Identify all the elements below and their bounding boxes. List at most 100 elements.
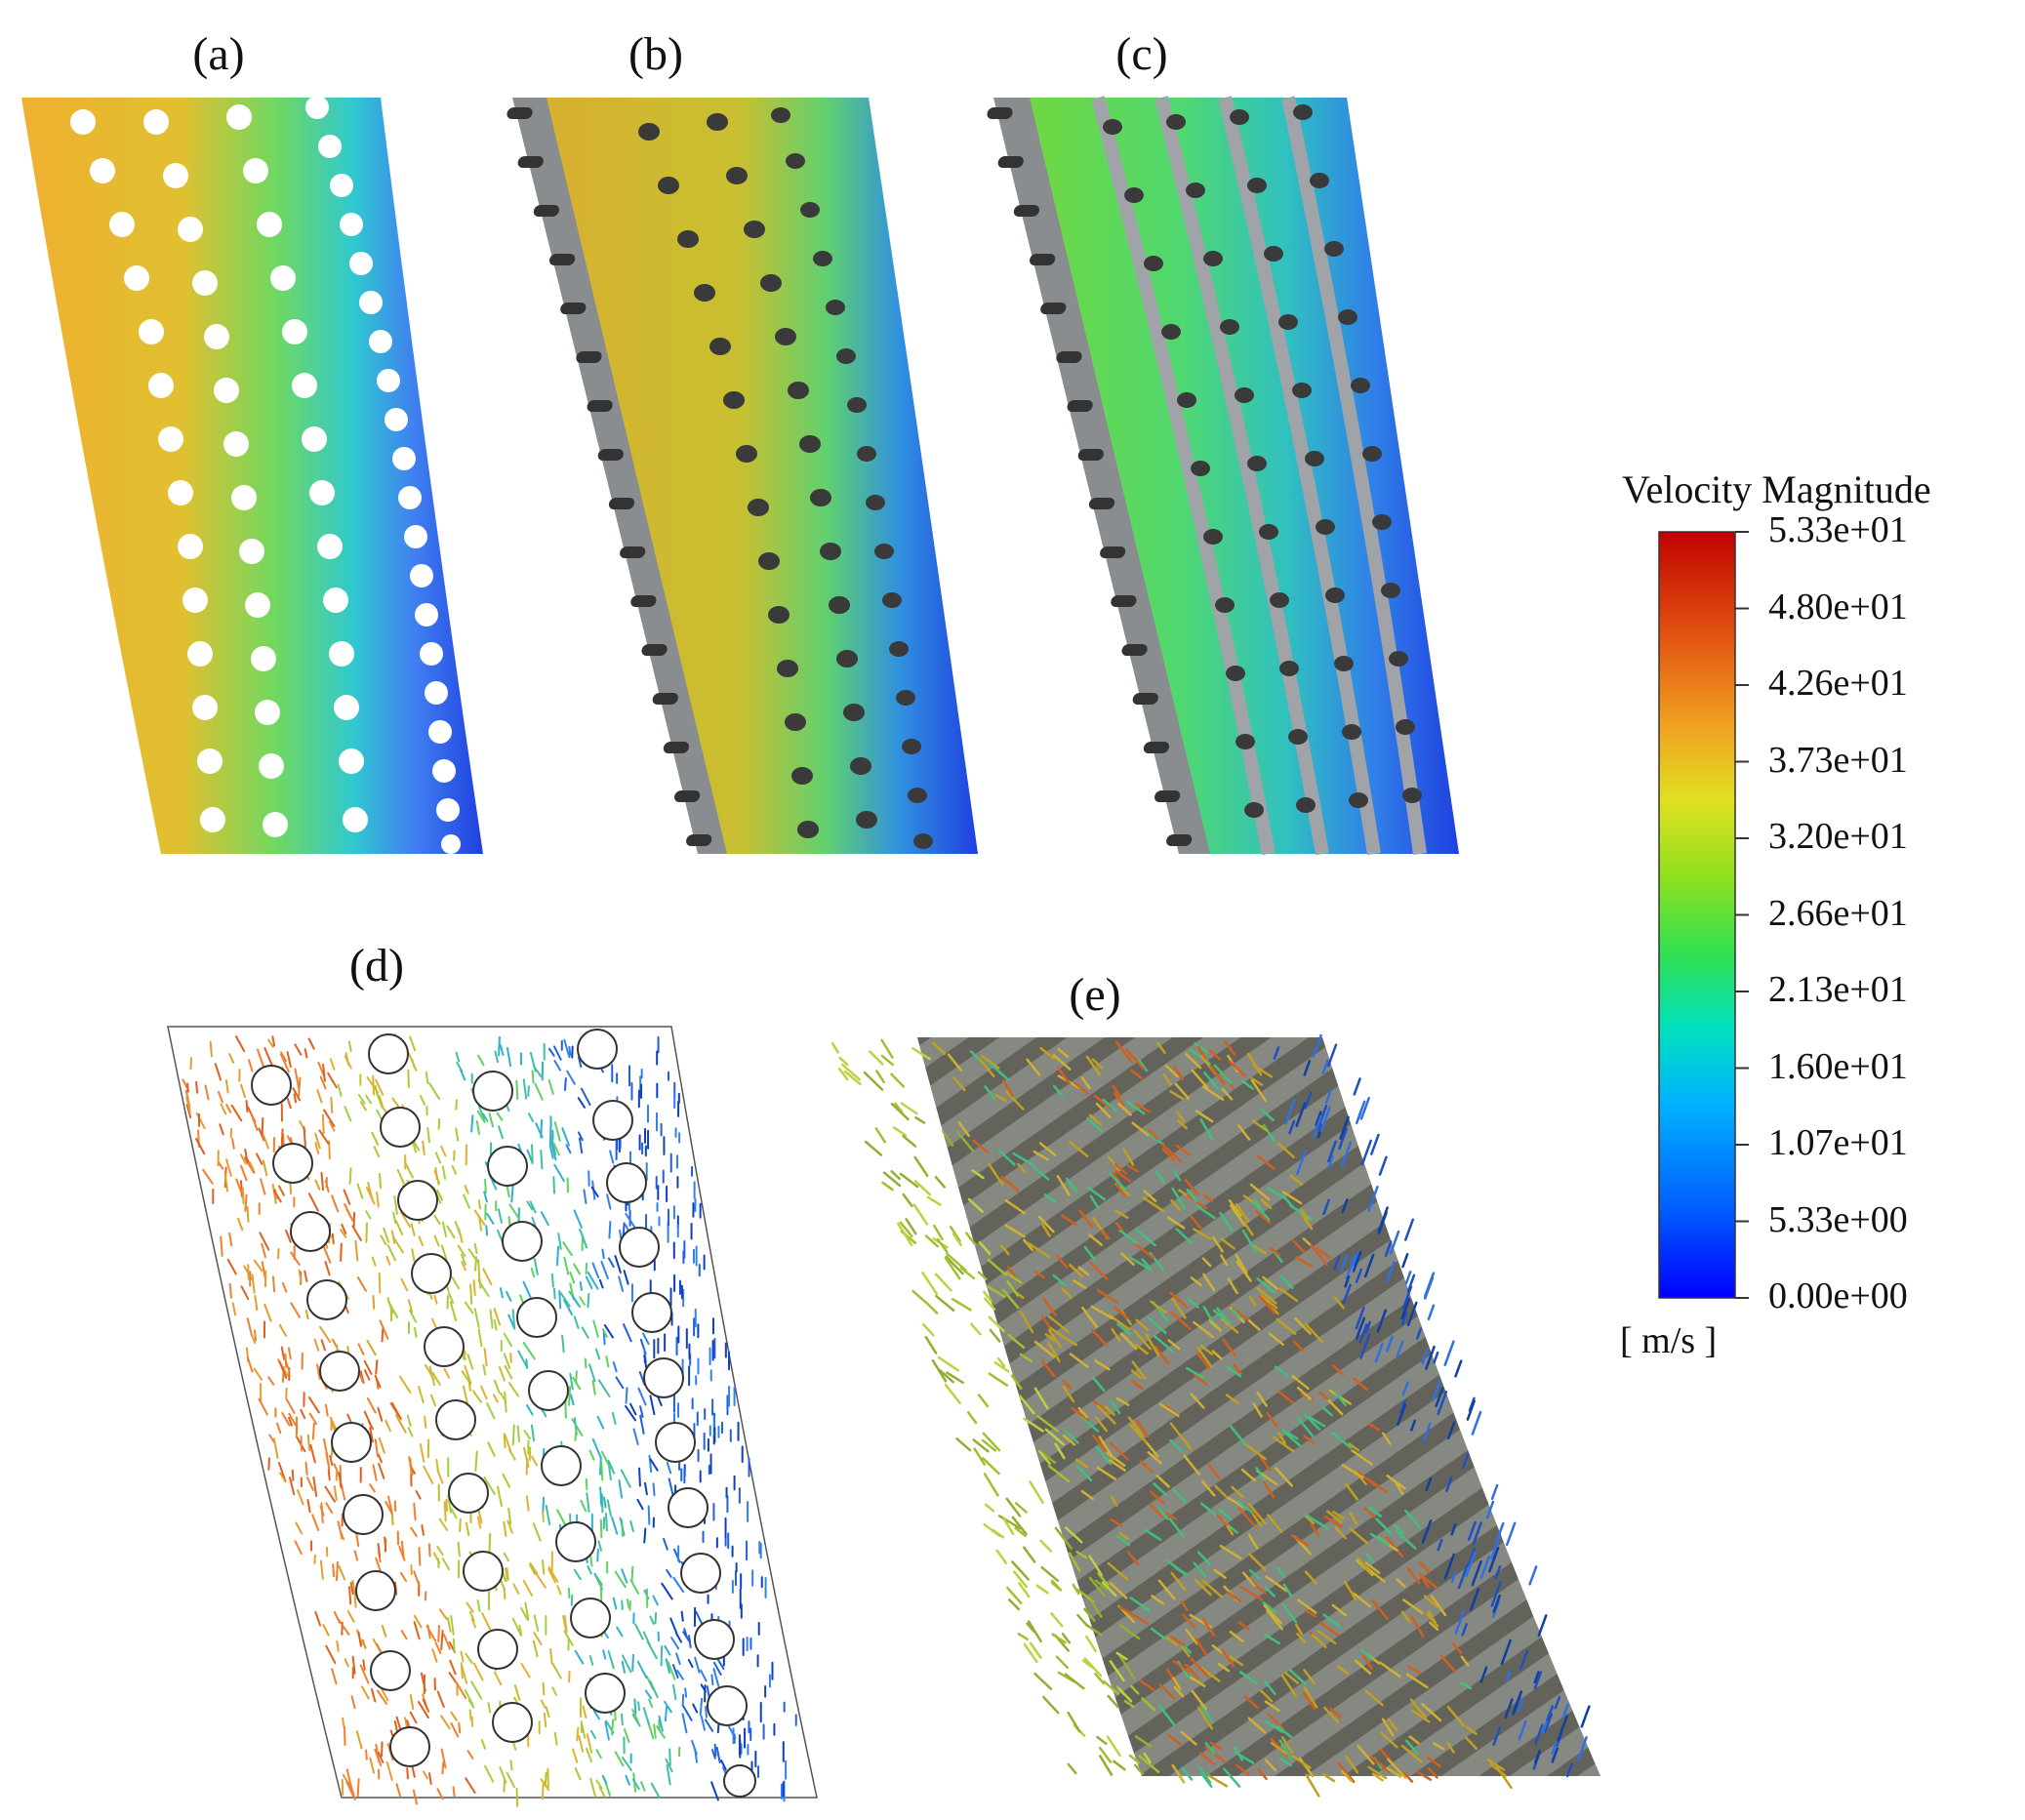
velocity-vector — [1208, 1049, 1222, 1061]
velocity-vector — [1136, 1420, 1150, 1438]
velocity-vector — [676, 1670, 684, 1680]
velocity-vector — [1044, 1333, 1057, 1343]
velocity-vector — [1389, 1230, 1400, 1255]
velocity-vector — [1084, 1623, 1103, 1637]
velocity-vector — [540, 1211, 549, 1227]
velocity-vector — [496, 1485, 503, 1507]
velocity-vector — [1158, 1683, 1176, 1700]
velocity-vector — [350, 1695, 356, 1710]
velocity-vector — [285, 1398, 296, 1414]
velocity-vector — [400, 1630, 408, 1640]
velocity-vector — [425, 1625, 437, 1642]
velocity-vector — [1288, 1668, 1307, 1685]
velocity-vector — [1504, 1698, 1514, 1719]
velocity-vector — [455, 1127, 460, 1142]
velocity-vector — [1226, 1365, 1242, 1378]
velocity-vector — [547, 1078, 554, 1095]
velocity-vector — [272, 1437, 279, 1459]
velocity-vector — [240, 1083, 247, 1099]
velocity-vector — [601, 1248, 605, 1260]
velocity-vector — [1243, 1442, 1267, 1461]
velocity-vector — [605, 1355, 610, 1368]
velocity-vector — [1085, 1055, 1101, 1076]
velocity-vector — [1334, 1392, 1347, 1406]
velocity-vector — [262, 1159, 268, 1177]
velocity-vector — [890, 1170, 901, 1181]
velocity-vector — [914, 1116, 926, 1124]
velocity-vector — [1129, 1597, 1152, 1612]
velocity-vector — [329, 1455, 334, 1467]
velocity-vector — [1359, 1097, 1370, 1120]
velocity-vector — [1546, 1705, 1555, 1722]
velocity-vector — [377, 1453, 383, 1464]
velocity-vector — [946, 1371, 964, 1385]
velocity-vector — [1091, 1058, 1104, 1070]
velocity-vector — [999, 1243, 1010, 1256]
velocity-vector — [1125, 1100, 1146, 1115]
velocity-vector — [1344, 1275, 1351, 1288]
velocity-vector — [959, 1267, 976, 1280]
velocity-vector — [1443, 1340, 1455, 1366]
velocity-vector — [1327, 1140, 1337, 1163]
velocity-vector — [1157, 1579, 1176, 1600]
velocity-vector — [1185, 1629, 1198, 1645]
velocity-vector — [1095, 1445, 1113, 1466]
velocity-vector — [1157, 1704, 1176, 1727]
velocity-vector — [422, 1770, 429, 1780]
velocity-vector — [535, 1122, 544, 1139]
velocity-vector — [511, 1617, 522, 1637]
velocity-vector — [977, 1271, 988, 1281]
velocity-vector — [258, 1127, 265, 1142]
velocity-vector — [556, 1585, 562, 1596]
velocity-vector — [1262, 1124, 1276, 1143]
velocity-vector — [331, 1233, 335, 1245]
velocity-vector — [441, 1557, 451, 1571]
velocity-vector — [1534, 1723, 1544, 1746]
velocity-vector — [498, 1125, 504, 1140]
velocity-vector — [1220, 1254, 1229, 1267]
velocity-vector — [386, 1495, 393, 1513]
velocity-vector — [298, 1269, 303, 1284]
velocity-vector — [247, 1356, 254, 1373]
velocity-vector — [1235, 1202, 1250, 1223]
velocity-vector — [1190, 1276, 1202, 1287]
velocity-vector — [1075, 1588, 1095, 1603]
velocity-vector — [639, 1405, 644, 1418]
velocity-vector — [1352, 1377, 1368, 1392]
velocity-vector — [647, 1505, 651, 1525]
velocity-vector — [599, 1486, 603, 1507]
velocity-vector — [1355, 1316, 1366, 1340]
velocity-vector — [1226, 1591, 1241, 1602]
velocity-vector — [1190, 1393, 1205, 1409]
velocity-vector — [1006, 1586, 1023, 1605]
velocity-vector — [369, 1483, 376, 1493]
velocity-vector — [1086, 1116, 1103, 1133]
velocity-vector — [1096, 1288, 1118, 1304]
velocity-vector — [1172, 1169, 1182, 1182]
velocity-vector — [182, 1078, 188, 1089]
velocity-vector — [1485, 1500, 1495, 1519]
velocity-vector — [432, 1552, 441, 1564]
velocity-vector — [1062, 1434, 1076, 1446]
velocity-vector — [499, 1287, 504, 1299]
velocity-vector — [1033, 1387, 1049, 1410]
velocity-vector — [1303, 1412, 1321, 1431]
velocity-vector — [470, 1617, 476, 1629]
velocity-vector — [586, 1733, 593, 1754]
velocity-vector — [1357, 1100, 1366, 1120]
velocity-vector — [1364, 1320, 1371, 1334]
velocity-vector — [427, 1772, 432, 1786]
velocity-vector — [551, 1686, 557, 1696]
velocity-vector — [297, 1076, 302, 1099]
velocity-vector — [1304, 1515, 1316, 1525]
velocity-vector — [1182, 1613, 1196, 1629]
velocity-vector — [1201, 1579, 1223, 1598]
velocity-vector — [1119, 1332, 1138, 1351]
velocity-vector — [1247, 1717, 1267, 1734]
velocity-vector — [1262, 1601, 1277, 1614]
velocity-vector — [1142, 1196, 1165, 1213]
velocity-vector — [1001, 1288, 1020, 1310]
velocity-vector — [642, 1707, 651, 1726]
velocity-vector — [988, 1372, 1009, 1387]
